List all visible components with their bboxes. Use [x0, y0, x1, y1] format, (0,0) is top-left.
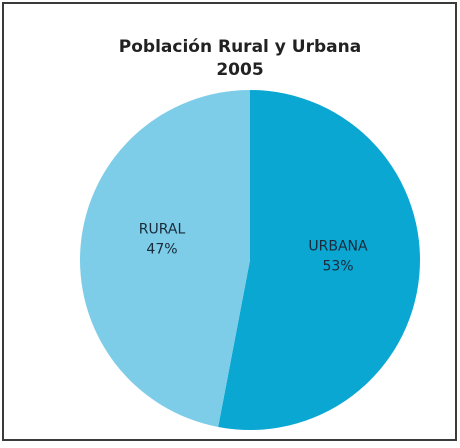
- chart-title: Población Rural y Urbana: [119, 37, 361, 57]
- slice-label: RURAL: [139, 222, 186, 238]
- pie-slice: [218, 90, 421, 430]
- slice-value-label: 53%: [322, 258, 353, 274]
- slice-label: URBANA: [308, 238, 368, 254]
- slice-value-label: 47%: [146, 242, 177, 258]
- pie-slice: [80, 90, 250, 427]
- chart-subtitle: 2005: [216, 60, 263, 80]
